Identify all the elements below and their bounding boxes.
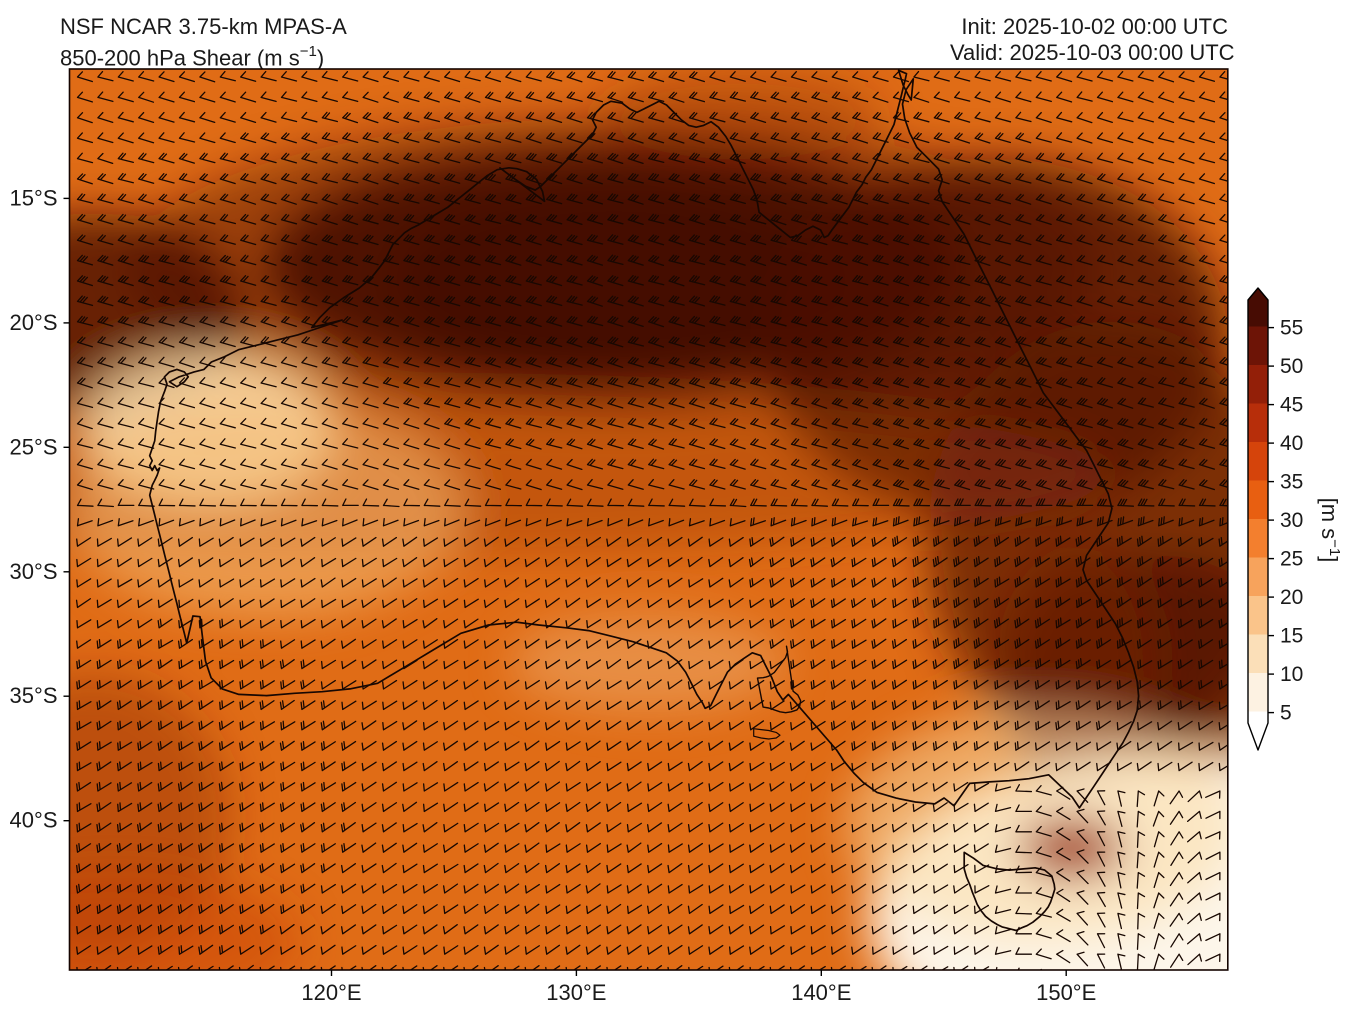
svg-text:40: 40 xyxy=(1280,432,1303,455)
svg-text:130°E: 130°E xyxy=(546,980,606,1005)
svg-text:20°S: 20°S xyxy=(10,310,58,335)
svg-text:10: 10 xyxy=(1280,663,1303,686)
svg-text:25: 25 xyxy=(1280,548,1303,571)
svg-text:150°E: 150°E xyxy=(1036,980,1096,1005)
svg-text:25°S: 25°S xyxy=(10,434,58,459)
svg-text:35°S: 35°S xyxy=(10,683,58,708)
svg-text:35: 35 xyxy=(1280,471,1303,494)
svg-text:45: 45 xyxy=(1280,394,1303,417)
svg-text:30: 30 xyxy=(1280,509,1303,532)
svg-text:[m s−1]: [m s−1] xyxy=(1317,498,1344,563)
svg-text:5: 5 xyxy=(1280,702,1292,725)
svg-text:40°S: 40°S xyxy=(10,808,58,833)
svg-text:140°E: 140°E xyxy=(791,980,851,1005)
svg-text:15°S: 15°S xyxy=(10,185,58,210)
svg-text:20: 20 xyxy=(1280,586,1303,609)
svg-text:50: 50 xyxy=(1280,355,1303,378)
svg-text:120°E: 120°E xyxy=(301,980,361,1005)
svg-text:15: 15 xyxy=(1280,625,1303,648)
svg-text:55: 55 xyxy=(1280,317,1303,340)
svg-text:30°S: 30°S xyxy=(10,559,58,584)
